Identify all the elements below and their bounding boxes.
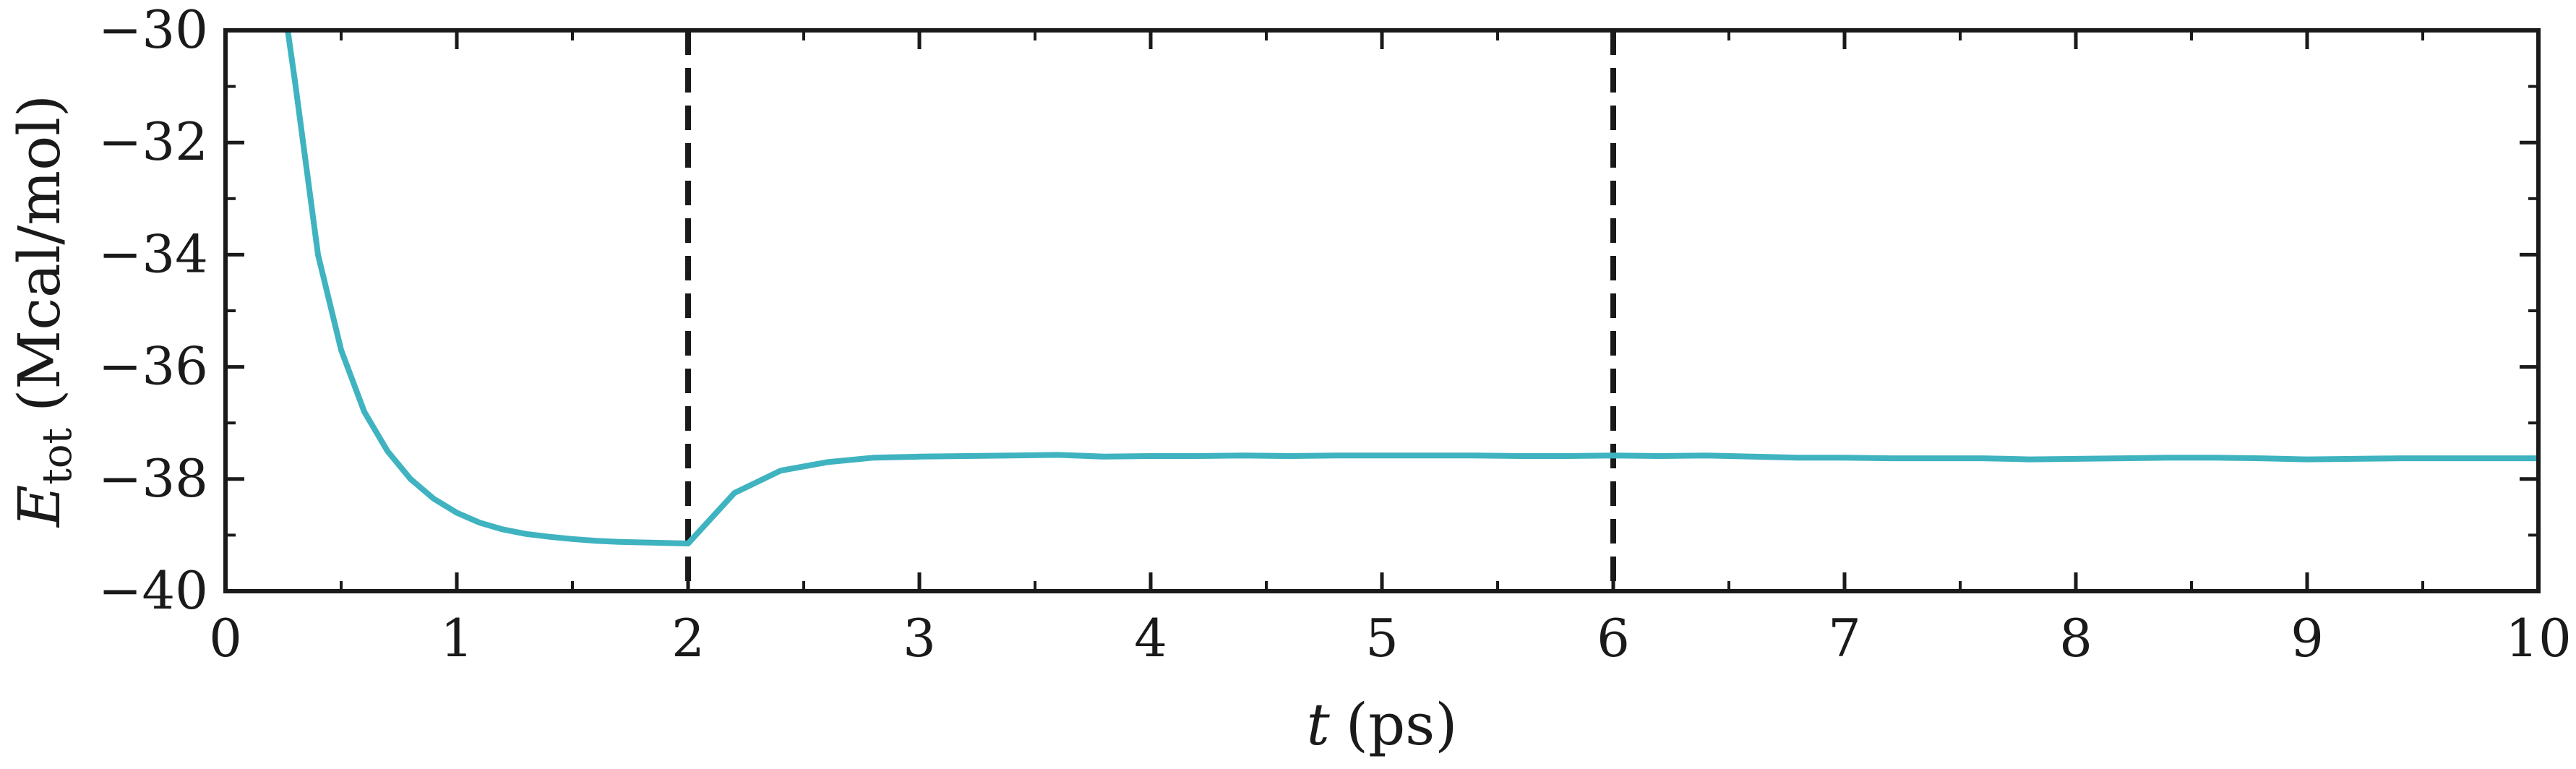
y-tick-label: −34 — [98, 223, 208, 284]
x-tick-label: 3 — [903, 608, 936, 669]
y-axis-variable: E — [6, 485, 73, 528]
y-axis-unit: (Mcal/mol) — [6, 95, 73, 412]
x-axis-label: t (ps) — [1307, 691, 1458, 758]
y-tick-label: −36 — [98, 336, 208, 397]
series-layer — [285, 30, 2538, 546]
ticks — [223, 28, 2541, 593]
y-axis-subscript: tot — [34, 427, 81, 484]
series-line — [285, 30, 2538, 546]
x-tick-label: 2 — [671, 608, 705, 669]
x-tick-label: 6 — [1597, 608, 1630, 669]
x-tick-label: 4 — [1134, 608, 1167, 669]
x-axis-variable: t — [1307, 691, 1331, 758]
reference-lines — [685, 30, 1616, 591]
x-tick-label: 1 — [440, 608, 473, 669]
y-tick-label: −38 — [98, 448, 208, 509]
y-tick-label: −32 — [98, 111, 208, 172]
y-tick-label: −40 — [98, 560, 208, 621]
tick-labels: 0 1 2 3 4 5 6 7 8 9 10 −40 −38 −36 −34 −32 −30 — [98, 0, 2572, 669]
plot-frame — [223, 28, 2541, 593]
y-tick-label: −30 — [98, 0, 208, 60]
x-tick-label: 0 — [209, 608, 242, 669]
x-tick-label: 7 — [1828, 608, 1861, 669]
y-axis-label: Etot (Mcal/mol) — [6, 95, 81, 528]
x-tick-label: 8 — [2059, 608, 2092, 669]
x-tick-label: 5 — [1365, 608, 1399, 669]
x-tick-label: 10 — [2505, 608, 2572, 669]
x-axis-unit: (ps) — [1346, 691, 1458, 758]
x-tick-label: 9 — [2291, 608, 2324, 669]
